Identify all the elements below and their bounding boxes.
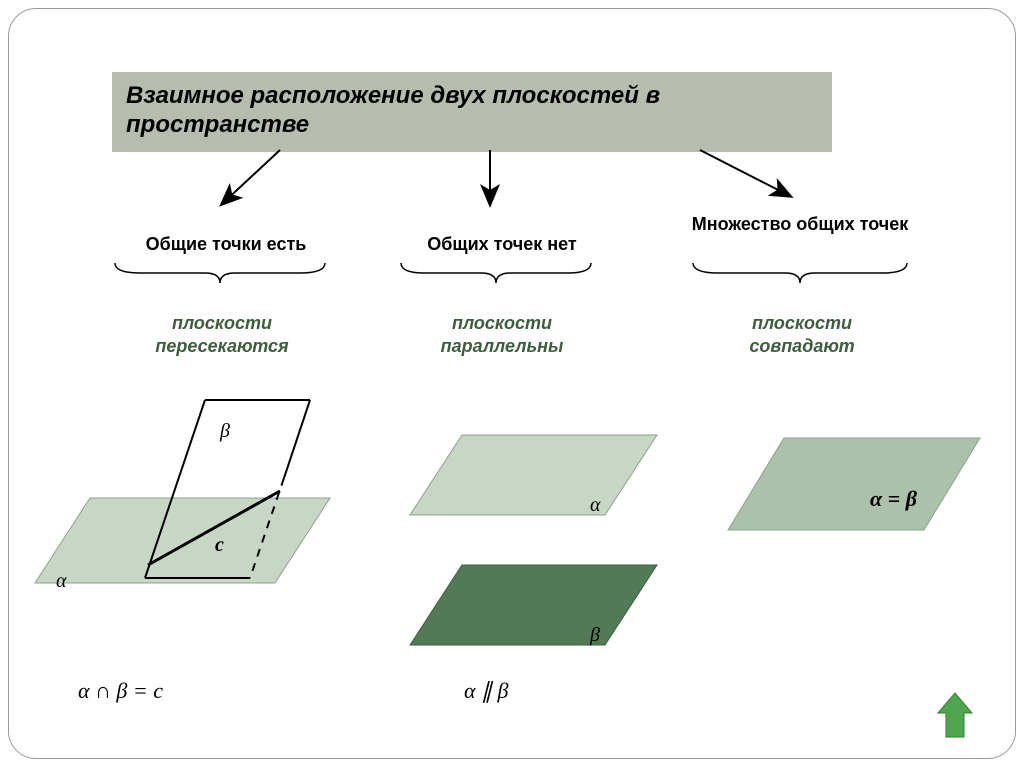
label-c-text: c bbox=[215, 534, 224, 556]
formula-equal: α = β bbox=[870, 486, 917, 512]
formula-parallel: α ∥ β bbox=[464, 678, 509, 704]
plane-alpha-2 bbox=[410, 435, 657, 515]
result-1: плоскости пересекаются bbox=[122, 312, 322, 357]
diagram-coincident bbox=[690, 420, 990, 560]
plane-alpha-1 bbox=[35, 498, 330, 583]
label-alpha-1-text: α bbox=[56, 570, 67, 592]
diagram-parallel bbox=[372, 420, 672, 680]
formula-intersect-text: α ∩ β = c bbox=[78, 678, 163, 703]
brace-3 bbox=[688, 258, 912, 288]
brace-1 bbox=[110, 258, 330, 288]
brace-2 bbox=[396, 258, 596, 288]
formula-intersect: α ∩ β = c bbox=[78, 678, 163, 704]
label-alpha-2: α bbox=[590, 494, 601, 517]
label-beta-1-text: β bbox=[220, 420, 230, 442]
case-heading-3-text: Множество общих точек bbox=[692, 214, 909, 234]
result-2: плоскости параллельны bbox=[402, 312, 602, 357]
case-heading-1-text: Общие точки есть bbox=[146, 234, 307, 254]
formula-equal-text: α = β bbox=[870, 486, 917, 511]
label-beta-1: β bbox=[220, 420, 230, 443]
case-heading-2-text: Общих точек нет bbox=[427, 234, 576, 254]
label-alpha-1: α bbox=[56, 570, 67, 593]
label-beta-2-text: β bbox=[590, 624, 600, 646]
result-3: плоскости совпадают bbox=[702, 312, 902, 357]
case-heading-2: Общих точек нет bbox=[402, 234, 602, 255]
title-arrows bbox=[222, 150, 790, 204]
result-1-text: плоскости пересекаются bbox=[155, 313, 288, 356]
plane-beta-2 bbox=[410, 565, 657, 645]
plane-coincident bbox=[728, 438, 980, 530]
case-heading-1: Общие точки есть bbox=[116, 234, 336, 255]
formula-parallel-text: α ∥ β bbox=[464, 678, 509, 703]
case-heading-3: Множество общих точек bbox=[690, 214, 910, 235]
next-arrow-icon[interactable] bbox=[934, 691, 976, 739]
label-beta-2: β bbox=[590, 624, 600, 647]
result-3-text: плоскости совпадают bbox=[749, 313, 854, 356]
result-2-text: плоскости параллельны bbox=[441, 313, 564, 356]
label-c: c bbox=[215, 534, 224, 557]
diagram-intersecting bbox=[30, 388, 350, 668]
label-alpha-2-text: α bbox=[590, 494, 601, 516]
